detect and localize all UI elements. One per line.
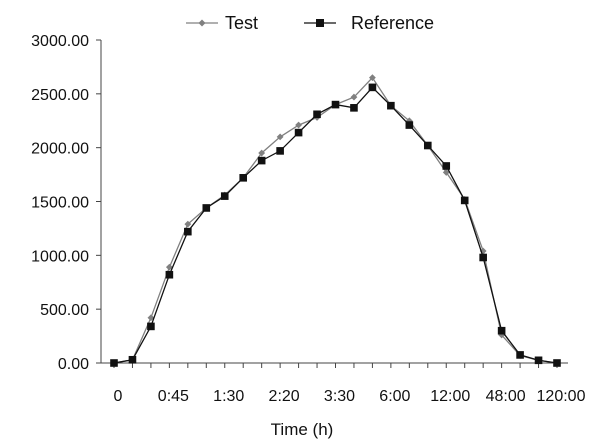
y-tick-label: 2000.00 (31, 141, 89, 158)
x-tick-label: 6:00 (379, 388, 410, 405)
data-point-reference (110, 359, 118, 367)
data-point-reference (313, 110, 321, 119)
data-point-reference (368, 83, 377, 92)
y-tick-label: 2500.00 (31, 87, 89, 104)
data-point-test (165, 263, 173, 271)
data-point-test (258, 149, 266, 157)
legend-marker-test (198, 19, 206, 27)
data-point-reference (423, 141, 432, 150)
x-tick-label: 120:00 (537, 388, 586, 405)
data-point-reference (165, 270, 174, 279)
data-point-reference (405, 121, 414, 129)
data-point-reference (331, 100, 340, 109)
data-point-reference (276, 147, 284, 155)
series-line-reference (113, 86, 558, 364)
y-tick-label: 0.00 (58, 356, 89, 373)
data-point-reference (442, 162, 451, 170)
data-point-reference (294, 128, 303, 137)
data-point-reference (202, 204, 211, 212)
x-tick-label: 48:00 (486, 388, 526, 405)
x-axis-title: Time (h) (271, 420, 334, 439)
data-point-test (442, 169, 450, 176)
x-tick-label: 2:20 (269, 388, 300, 405)
data-point-test (184, 220, 192, 228)
x-axis: 0 0:45 1:30 2:20 3:30 6:00 12:00 48:00 120:00 (101, 362, 586, 405)
data-point-reference (497, 326, 506, 335)
y-tick-label: 500.00 (40, 302, 89, 319)
x-tick-label: 0 (114, 388, 123, 405)
data-point-reference (516, 351, 524, 359)
data-point-reference (350, 104, 358, 112)
y-axis: 0.00 500.00 1000.00 1500.00 2000.00 2500.00 30… (31, 33, 102, 373)
data-point-reference (147, 322, 155, 331)
data-point-reference (534, 356, 543, 365)
y-tick-label: 1000.00 (31, 248, 89, 265)
legend-label-reference: Reference (351, 13, 434, 33)
y-tick-label: 3000.00 (31, 33, 89, 50)
x-tick-label: 1:30 (213, 388, 244, 405)
x-tick-label: 12:00 (430, 388, 470, 405)
data-point-reference (553, 359, 561, 367)
data-point-reference (128, 355, 137, 364)
data-point-reference (479, 253, 487, 262)
data-point-test (295, 121, 302, 129)
data-point-reference (184, 227, 192, 236)
data-point-reference (387, 101, 395, 110)
data-point-test (147, 314, 155, 322)
data-point-test (276, 133, 284, 141)
series-layer (110, 74, 561, 367)
data-point-reference (257, 156, 266, 165)
x-tick-label: 3:30 (324, 388, 355, 405)
legend-label-test: Test (225, 13, 258, 33)
legend-marker-reference (316, 19, 324, 27)
data-point-reference (239, 174, 248, 182)
data-point-reference (460, 196, 469, 205)
x-tick-label: 0:45 (158, 388, 189, 405)
series-line-test (113, 76, 558, 364)
data-point-reference (220, 192, 229, 200)
legend: Test Reference (186, 13, 434, 33)
data-point-test (369, 74, 376, 82)
y-tick-label: 1500.00 (31, 195, 89, 212)
data-point-test (350, 93, 358, 101)
